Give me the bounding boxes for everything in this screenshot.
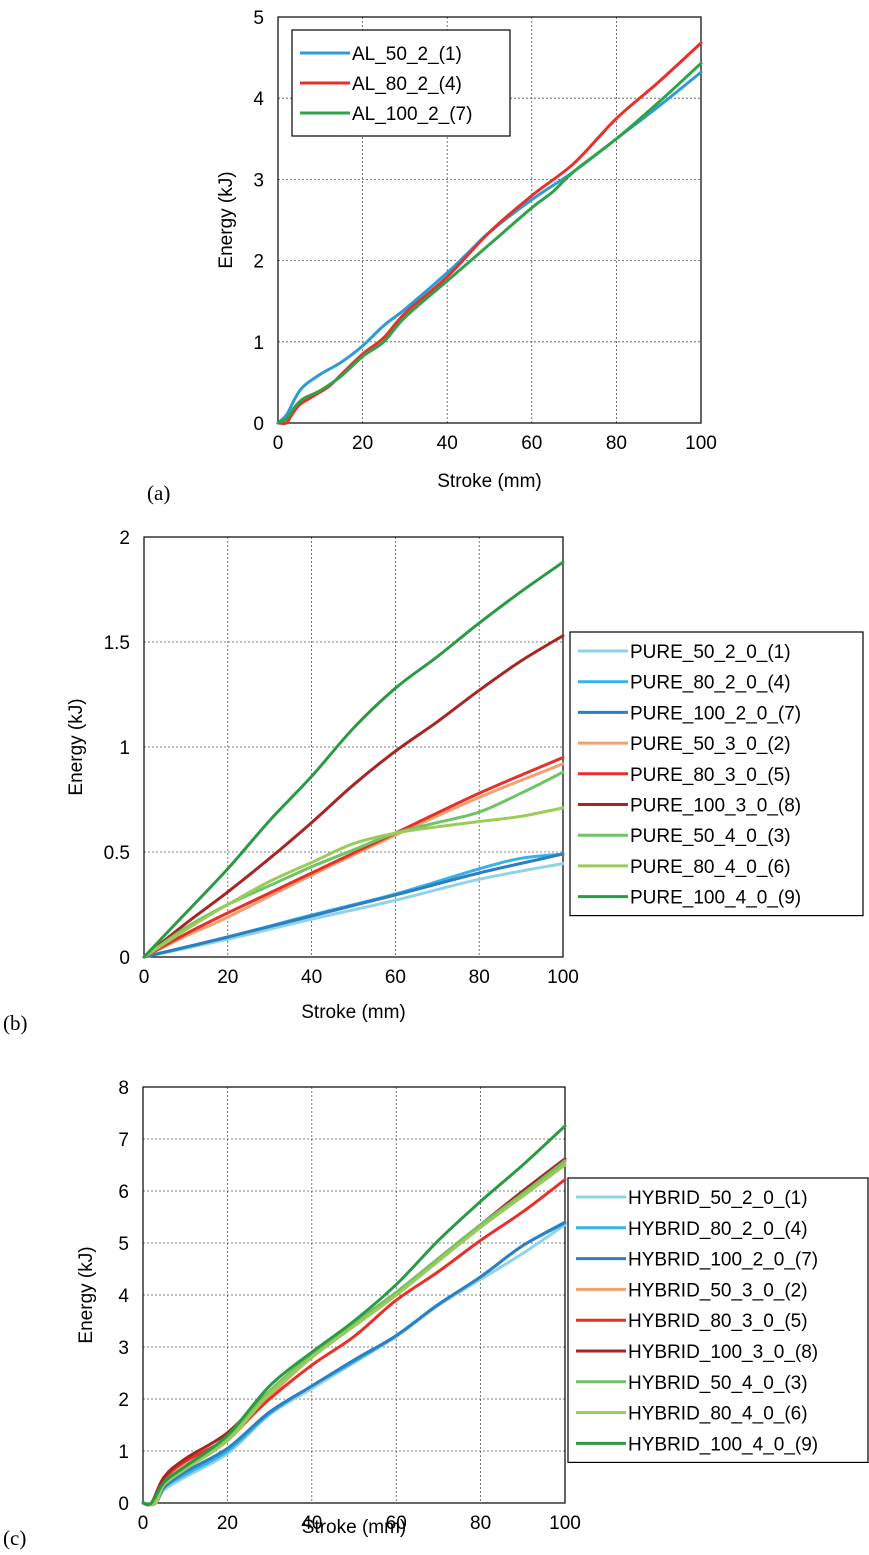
y-tick-label: 1.5	[104, 633, 130, 654]
plot-frame	[143, 536, 564, 958]
x-tick-label: 20	[352, 433, 373, 454]
legend-entry: HYBRID_100_2_0_(7)	[628, 1250, 818, 1271]
x-tick-label: 60	[386, 1513, 407, 1534]
legend: HYBRID_50_2_0_(1) HYBRID_80_2_0_(4) HYBRID…	[567, 1177, 869, 1463]
chart-panel-a: 0 20 40 60 80 100 0 1 2 3 4 5 Stroke (mm) Energy (kJ)…	[147, 8, 717, 505]
y-tick-label: 0	[119, 948, 130, 969]
series-line-PURE_100_4_0_(9)	[142, 560, 565, 959]
legend-entry: HYBRID_100_4_0_(9)	[628, 1434, 818, 1455]
series-group	[276, 41, 703, 425]
legend: AL_50_2_(1) AL_80_2_(4) AL_100_2_(7)	[291, 29, 511, 137]
x-axis-label: Stroke (mm)	[302, 1517, 407, 1538]
series-line-HYBRID_100_2_0_(7)	[141, 1220, 567, 1506]
series-line-PURE_50_3_0_(2)	[142, 762, 565, 959]
panel-label: (a)	[147, 481, 170, 505]
series-line-HYBRID_100_4_0_(9)	[141, 1124, 567, 1507]
x-tick-label: 40	[301, 1513, 322, 1534]
gridlines	[278, 17, 701, 423]
x-tick-label: 0	[139, 967, 150, 988]
x-tick-label: 100	[549, 1513, 581, 1534]
legend-entry: PURE_50_3_0_(2)	[630, 734, 791, 755]
y-tick-label: 8	[118, 1078, 129, 1099]
series-line-PURE_100_2_0_(7)	[142, 852, 565, 959]
series-line-PURE_80_3_0_(5)	[142, 756, 565, 959]
y-axis-label: Energy (kJ)	[66, 698, 87, 795]
legend-entry: HYBRID_80_2_0_(4)	[628, 1219, 808, 1240]
series-group	[141, 1124, 567, 1507]
legend-entry: HYBRID_50_4_0_(3)	[628, 1373, 808, 1394]
x-axis-label: Stroke (mm)	[301, 1002, 406, 1023]
legend-entry: PURE_50_2_0_(1)	[630, 642, 791, 663]
y-tick-label: 7	[118, 1130, 129, 1151]
legend-entry: PURE_50_4_0_(3)	[630, 826, 791, 847]
x-tick-label: 0	[273, 433, 284, 454]
y-tick-label: 4	[118, 1286, 129, 1307]
series-group	[142, 560, 565, 959]
x-tick-label: 20	[217, 1513, 238, 1534]
x-tick-label: 80	[469, 967, 490, 988]
chart-panel-b: 0 20 40 60 80 100 0 0.5 1 1.5 2 Stroke (mm) Energy (…	[3, 528, 864, 1035]
x-tick-label: 100	[547, 967, 579, 988]
legend: PURE_50_2_0_(1) PURE_80_2_0_(4) PURE_100_2…	[569, 631, 864, 917]
legend-entry: AL_100_2_(7)	[352, 104, 472, 125]
y-tick-label: 0	[118, 1494, 129, 1515]
y-tick-label: 4	[253, 89, 264, 110]
y-tick-label: 0	[253, 414, 264, 435]
legend-entry: AL_50_2_(1)	[352, 44, 462, 65]
y-tick-label: 2	[118, 1390, 129, 1411]
panel-label: (c)	[3, 1526, 26, 1550]
y-tick-label: 0.5	[104, 843, 130, 864]
series-line-AL_80_2_(4)	[276, 41, 703, 425]
chart-panel-c: 0 20 40 60 80 100 0 1 2 3 4 5 6 7 8 Stroke (mm) Energy (…	[3, 1078, 869, 1550]
x-tick-label: 0	[138, 1513, 149, 1534]
legend-entry: HYBRID_80_3_0_(5)	[628, 1311, 808, 1332]
x-tick-label: 80	[606, 433, 627, 454]
legend-entry: HYBRID_50_3_0_(2)	[628, 1280, 808, 1301]
x-tick-label: 40	[301, 967, 322, 988]
y-tick-label: 5	[118, 1234, 129, 1255]
x-axis-label: Stroke (mm)	[437, 471, 542, 492]
series-line-PURE_100_3_0_(8)	[142, 634, 565, 959]
x-tick-label: 100	[685, 433, 717, 454]
plot-frame	[277, 16, 702, 424]
x-tick-label: 20	[217, 967, 238, 988]
series-line-HYBRID_80_4_0_(6)	[141, 1163, 567, 1506]
y-tick-label: 1	[253, 333, 264, 354]
series-line-PURE_80_4_0_(6)	[142, 806, 565, 959]
legend-entry: HYBRID_50_2_0_(1)	[628, 1188, 808, 1209]
legend-entry: PURE_100_4_0_(9)	[630, 888, 801, 909]
y-tick-label: 3	[253, 170, 264, 191]
legend-entry: HYBRID_100_3_0_(8)	[628, 1342, 818, 1363]
legend-entry: PURE_80_3_0_(5)	[630, 765, 791, 786]
x-tick-label: 60	[521, 433, 542, 454]
gridlines	[143, 1087, 565, 1503]
legend-entry: PURE_100_3_0_(8)	[630, 796, 801, 817]
y-tick-label: 6	[118, 1182, 129, 1203]
y-tick-label: 1	[119, 738, 130, 759]
series-line-PURE_50_2_0_(1)	[142, 862, 565, 959]
plot-frame	[142, 1086, 566, 1504]
legend-entry: PURE_100_2_0_(7)	[630, 703, 801, 724]
y-axis-label: Energy (kJ)	[216, 171, 237, 268]
panel-label: (b)	[3, 1011, 28, 1035]
gridlines	[144, 537, 563, 957]
y-tick-label: 2	[119, 528, 130, 549]
y-tick-label: 3	[118, 1338, 129, 1359]
legend-entry: PURE_80_2_0_(4)	[630, 673, 791, 694]
y-tick-label: 5	[253, 8, 264, 29]
legend-entry: AL_80_2_(4)	[352, 74, 462, 95]
legend-entry: HYBRID_80_4_0_(6)	[628, 1404, 808, 1425]
series-line-AL_100_2_(7)	[276, 61, 703, 425]
x-tick-label: 80	[470, 1513, 491, 1534]
y-tick-label: 2	[253, 252, 264, 273]
series-line-HYBRID_50_2_0_(1)	[141, 1223, 567, 1506]
y-axis-label: Energy (kJ)	[76, 1246, 97, 1343]
legend-entry: PURE_80_4_0_(6)	[630, 857, 791, 878]
x-tick-label: 40	[437, 433, 458, 454]
x-tick-label: 60	[385, 967, 406, 988]
y-tick-label: 1	[118, 1442, 129, 1463]
